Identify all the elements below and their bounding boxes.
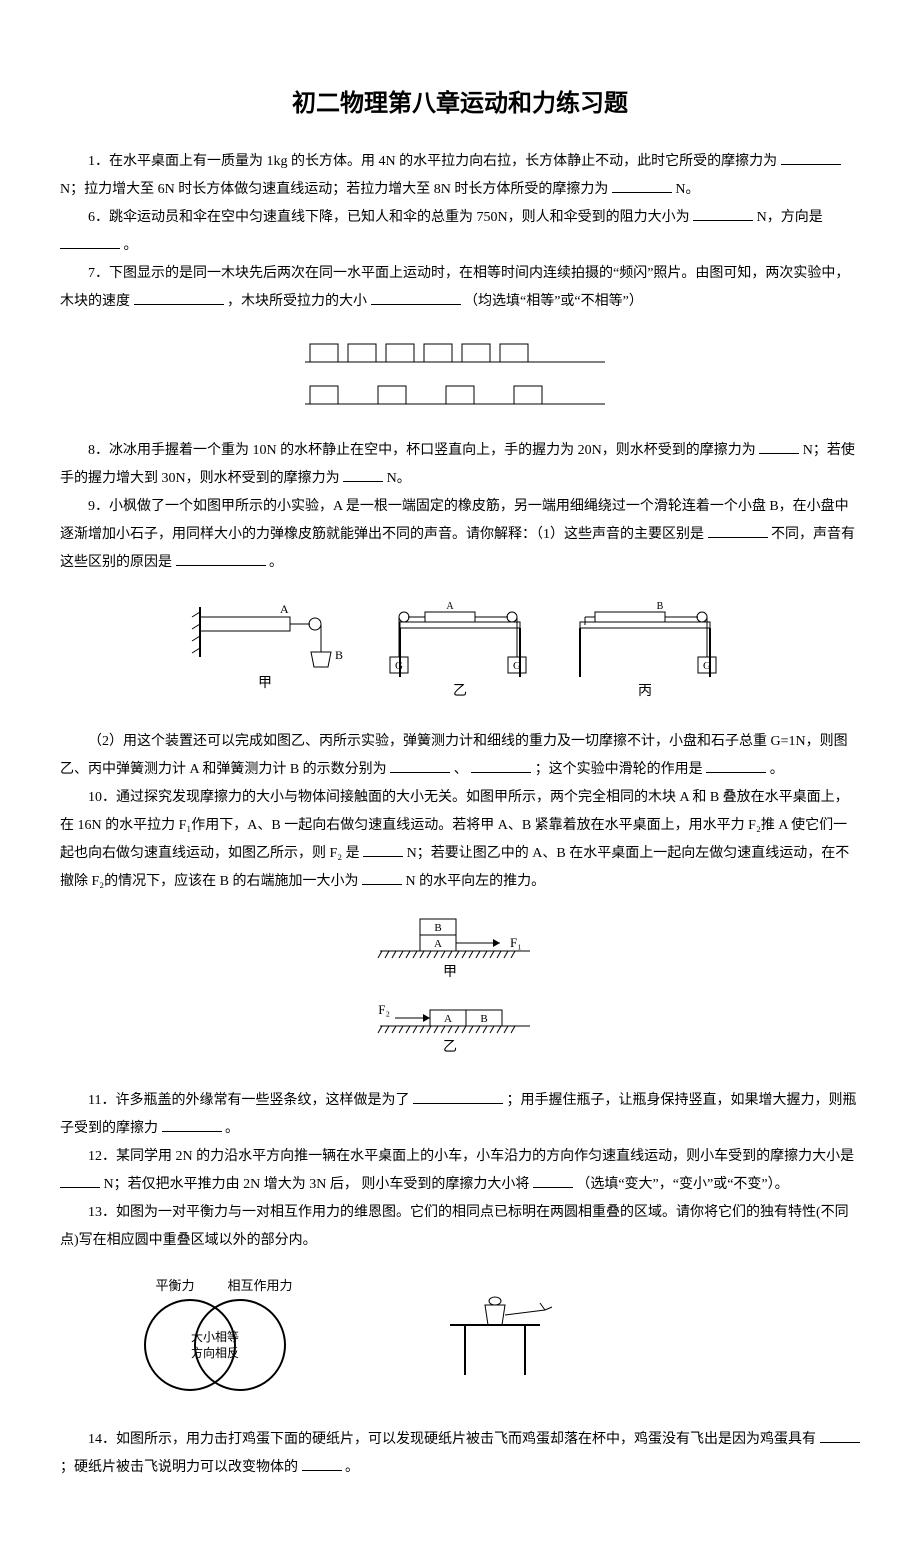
q7-blank-2 [371,290,461,305]
svg-text:大小相等: 大小相等 [191,1330,239,1344]
q6-blank-2 [60,234,120,249]
q6-blank-1 [693,206,753,221]
svg-text:丙: 丙 [638,684,652,699]
figure-13: 平衡力 相互作用力大小相等方向相反 [60,1265,860,1416]
q9-2-text-b: 、 [454,762,468,777]
question-10: 10．通过探究发现摩擦力的大小与物体间接触面的大小无关。如图甲所示，两个完全相同… [60,784,860,896]
q7-text-c: （均选填“相等”或“不相等”） [464,294,643,309]
q9-text-c: 。 [269,555,283,570]
svg-text:B: B [434,922,441,934]
question-1: 1．在水平桌面上有一质量为 1kg 的长方体。用 4N 的水平拉力向右拉，长方体… [60,148,860,204]
q12-blank-2 [533,1173,573,1188]
question-8: 8．冰冰用手握着一个重为 10N 的水杯静止在空中，杯口竖直向上，手的握力为 2… [60,437,860,493]
q10-blank-2 [362,870,402,885]
q9-blank-2 [176,551,266,566]
question-6: 6．跳伞运动员和伞在空中匀速直线下降，已知人和伞的总重为 750N，则人和伞受到… [60,204,860,260]
figure-7 [60,326,860,427]
page-title: 初二物理第八章运动和力练习题 [60,80,860,128]
figure-9: A B 甲 A G G 乙 B G 丙 [60,587,860,718]
q9-blank-1 [708,523,768,538]
q11-text-c: 。 [225,1121,239,1136]
svg-text:乙: 乙 [453,683,467,699]
q10-blank-1 [363,842,403,857]
svg-text:平衡力: 平衡力 [155,1278,194,1293]
q13-text: 13．如图为一对平衡力与一对相互作用力的维恩图。它们的相同点已标明在两圆相重叠的… [60,1205,849,1248]
q1-blank-1 [781,150,841,165]
q9-2-blank-3 [706,758,766,773]
question-13: 13．如图为一对平衡力与一对相互作用力的维恩图。它们的相同点已标明在两圆相重叠的… [60,1199,860,1255]
question-14: 14．如图所示，用力击打鸡蛋下面的硬纸片，可以发现硬纸片被击飞而鸡蛋却落在杯中，… [60,1426,860,1482]
q1-text-b: N；拉力增大至 6N 时长方体做匀速直线运动；若拉力增大至 8N 时长方体所受的… [60,182,608,197]
q11-blank-2 [162,1117,222,1132]
q1-blank-2 [612,178,672,193]
question-12: 12．某同学用 2N 的力沿水平方向推一辆在水平桌面上的小车，小车沿力的方向作匀… [60,1143,860,1199]
svg-text:F₂: F₂ [378,1002,390,1017]
question-11: 11．许多瓶盖的外缘常有一些竖条纹，这样做是为了 ；用手握住瓶子，让瓶身保持竖直… [60,1087,860,1143]
q7-text-b: ，木块所受拉力的大小 [227,294,367,309]
q6-text-b: N，方向是 [757,210,823,225]
q12-text-c: （选填“变大”，“变小”或“不变”）。 [576,1177,788,1192]
svg-text:B: B [657,601,664,612]
svg-text:A: A [280,602,289,616]
q14-blank-2 [302,1456,342,1471]
svg-text:乙: 乙 [443,1039,457,1055]
q10-text-c: N 的水平向左的推力。 [406,874,546,889]
q14-text-a: 14．如图所示，用力击打鸡蛋下面的硬纸片，可以发现硬纸片被击飞而鸡蛋却落在杯中，… [88,1432,816,1447]
q9-2-text-d: 。 [770,762,784,777]
q12-blank-1 [60,1173,100,1188]
q12-text-a: 12．某同学用 2N 的力沿水平方向推一辆在水平桌面上的小车，小车沿力的方向作匀… [88,1149,854,1164]
svg-text:A: A [434,938,442,950]
svg-text:G: G [395,660,403,672]
q8-blank-2 [343,467,383,482]
q11-text-a: 11．许多瓶盖的外缘常有一些竖条纹，这样做是为了 [88,1093,409,1108]
q7-blank-1 [134,290,224,305]
svg-text:G: G [703,660,711,672]
q12-text-b: N；若仅把水平推力由 2N 增大为 3N 后， 则小车受到的摩擦力大小将 [104,1177,530,1192]
question-7: 7．下图显示的是同一木块先后两次在同一水平面上运动时，在相等时间内连续拍摄的“频… [60,260,860,316]
svg-text:B: B [335,648,343,662]
q1-text-c: N。 [675,182,699,197]
q14-text-b: ；硬纸片被击飞说明力可以改变物体的 [60,1460,298,1475]
svg-text:甲: 甲 [443,965,457,980]
q11-blank-1 [413,1089,503,1104]
q1-text-a: 1．在水平桌面上有一质量为 1kg 的长方体。用 4N 的水平拉力向右拉，长方体… [88,154,777,169]
svg-text:B: B [480,1013,487,1025]
question-9: 9．小枫做了一个如图甲所示的小实验，A 是一根一端固定的橡皮筋，另一端用细绳绕过… [60,493,860,577]
q6-text-c: 。 [124,238,138,253]
svg-text:F₁: F₁ [510,935,522,950]
q14-blank-1 [820,1428,860,1443]
svg-text:G: G [513,660,521,672]
svg-text:A: A [444,1013,452,1025]
question-9-2: （2）用这个装置还可以完成如图乙、丙所示实验，弹簧测力计和细线的重力及一切摩擦不… [60,728,860,784]
q9-2-blank-2 [471,758,531,773]
q8-text-c: N。 [387,471,411,486]
q9-2-text-c: ；这个实验中滑轮的作用是 [535,762,703,777]
svg-text:甲: 甲 [258,676,272,691]
figure-10: ABF₁甲ABF₂乙 [60,906,860,1077]
svg-text:A: A [446,601,454,612]
q8-blank-1 [759,439,799,454]
q14-text-c: 。 [345,1460,359,1475]
q8-text-a: 8．冰冰用手握着一个重为 10N 的水杯静止在空中，杯口竖直向上，手的握力为 2… [88,443,756,458]
q6-text-a: 6．跳伞运动员和伞在空中匀速直线下降，已知人和伞的总重为 750N，则人和伞受到… [88,210,690,225]
svg-text:方向相反: 方向相反 [191,1345,239,1360]
svg-text:相互作用力: 相互作用力 [227,1278,292,1293]
q9-2-blank-1 [390,758,450,773]
